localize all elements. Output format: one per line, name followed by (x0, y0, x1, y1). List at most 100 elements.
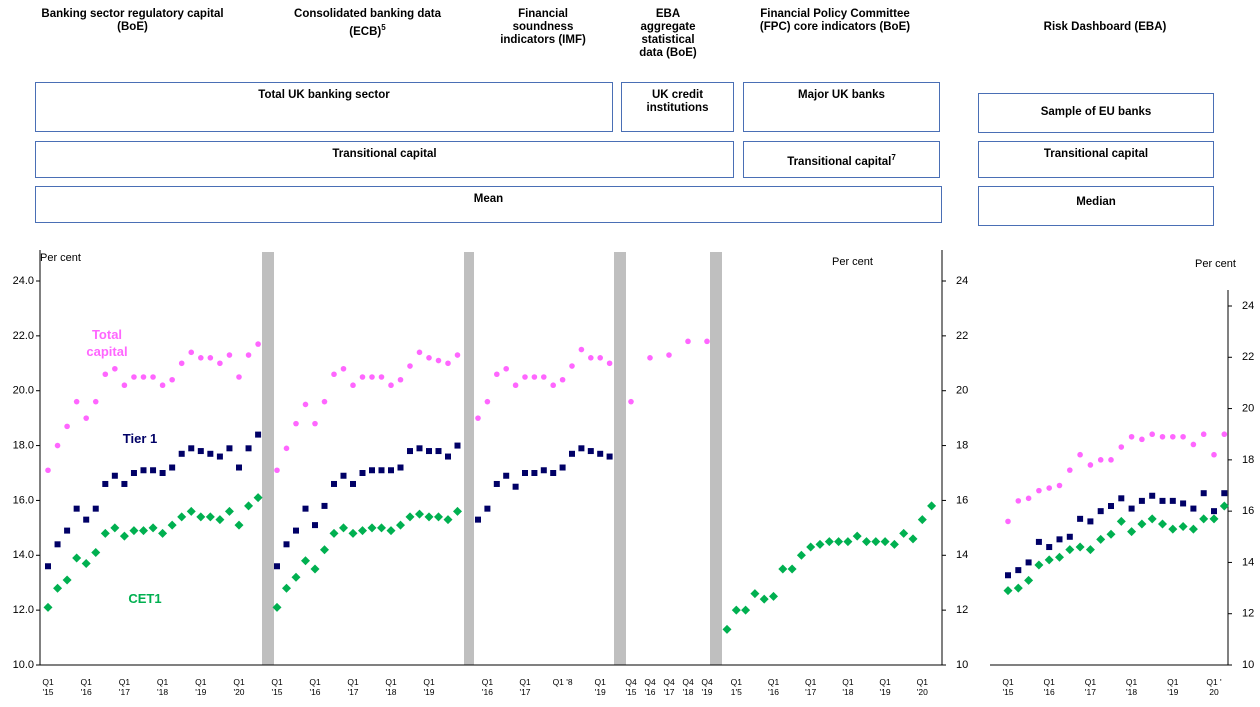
diamond (908, 534, 918, 544)
diamond (741, 605, 751, 615)
dot (685, 338, 691, 345)
diamond (843, 537, 853, 547)
x-tick-label: Q1 '17 (118, 677, 131, 697)
x-tick-label: Q1 '15 (42, 677, 54, 697)
square (1025, 559, 1032, 566)
dot (331, 371, 337, 378)
scope-box: Major UK banks (743, 82, 940, 132)
dot (704, 338, 710, 345)
diamond (1199, 514, 1209, 524)
square (359, 470, 366, 476)
dot (302, 401, 309, 408)
x-tick-label: Q1 '18 (156, 677, 169, 697)
diamond (862, 537, 871, 547)
dot (1036, 487, 1042, 494)
dot (45, 467, 51, 474)
dot (531, 374, 538, 380)
square (454, 442, 461, 449)
dot (217, 360, 223, 367)
capital-box: Transitional capital (978, 141, 1214, 178)
x-tick-label: Q4 '19 (701, 677, 713, 697)
x-tick-label: Q1 '16 (80, 677, 92, 697)
y2-tick-label: 16 (1242, 505, 1254, 517)
dot (236, 374, 242, 380)
y2-tick-label: 12 (956, 604, 968, 616)
dot (475, 415, 481, 421)
dot (578, 346, 585, 353)
diamond (215, 515, 225, 525)
series-label: Total capital (86, 327, 128, 359)
square (1097, 508, 1104, 515)
square (331, 480, 337, 487)
square (1077, 515, 1084, 522)
diamond (53, 583, 63, 593)
dot (1170, 433, 1176, 440)
square (522, 470, 528, 476)
dot (1200, 431, 1207, 438)
square (1221, 490, 1228, 497)
diamond (443, 515, 453, 525)
dot (597, 355, 603, 361)
square (559, 464, 566, 471)
y-tick-label: 24.0 (13, 275, 34, 287)
square (1118, 495, 1125, 502)
square (54, 541, 61, 548)
x-tick-label: Q1 '18 (1125, 677, 1138, 697)
dot (54, 442, 61, 449)
box-text: Transitional capital (332, 148, 437, 160)
square (102, 480, 109, 487)
diamond (405, 512, 415, 522)
diamond (787, 564, 797, 574)
column-header: Financial Policy Committee (FPC) core in… (745, 8, 925, 34)
dot (321, 398, 328, 405)
diamond (244, 501, 254, 511)
square (283, 541, 290, 548)
square (302, 505, 309, 512)
dot (312, 420, 318, 427)
dot (666, 352, 672, 358)
diamond (824, 537, 834, 547)
diamond (291, 572, 301, 582)
dot (512, 382, 519, 389)
square (207, 450, 214, 457)
diamond (272, 602, 282, 612)
diamond (72, 553, 82, 563)
dot (1015, 498, 1022, 504)
square (130, 470, 137, 476)
square (321, 502, 328, 509)
separator (614, 252, 626, 665)
diamond (453, 506, 462, 516)
y2-tick-label: 22 (956, 330, 968, 342)
square (369, 467, 375, 474)
diamond (889, 539, 899, 549)
diamond (186, 506, 196, 516)
x-tick-label: Q1 '16 (767, 677, 780, 697)
diamond (1147, 514, 1157, 524)
dot (121, 382, 128, 389)
box-text: Transitional capital (1043, 148, 1149, 160)
dot (369, 374, 375, 380)
dot (494, 371, 500, 378)
diamond (196, 512, 206, 522)
square (45, 563, 51, 570)
dot (522, 374, 528, 380)
y2-axis-label: Per cent (1195, 258, 1236, 270)
square (540, 467, 547, 474)
diamond (253, 493, 263, 503)
square (426, 448, 432, 455)
diamond (880, 537, 890, 547)
x-tick-label: Q1 '19 (879, 677, 891, 697)
y-tick-label: 18.0 (13, 439, 34, 451)
diamond (415, 509, 424, 519)
y-tick-label: 10.0 (13, 659, 34, 671)
dot (397, 376, 404, 383)
square (83, 516, 90, 523)
x-tick-label: Q1 '17 (1084, 677, 1097, 697)
diamond (1219, 501, 1229, 511)
x-tick-label: Q1 '15 (271, 677, 283, 697)
diamond (871, 537, 881, 547)
dot (293, 420, 299, 427)
x-tick-label: Q4 '15 (625, 677, 637, 697)
diamond (1096, 534, 1106, 544)
